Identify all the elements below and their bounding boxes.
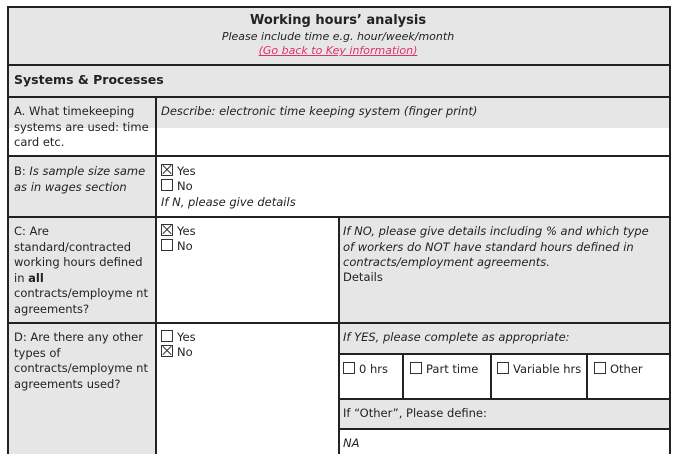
- question-a: A. What timekeeping systems are used: ti…: [14, 104, 149, 149]
- label-column-background: [7, 155, 155, 454]
- c-yes-option[interactable]: Yes: [161, 224, 196, 240]
- back-to-key-information-link[interactable]: (Go back to Key information): [258, 44, 418, 57]
- c-no-checkbox[interactable]: [161, 239, 173, 251]
- section-title: Systems & Processes: [14, 72, 164, 87]
- c-details-label: Details: [343, 270, 383, 284]
- d-no-option[interactable]: No: [161, 345, 193, 361]
- c-instruction-background: [338, 216, 669, 322]
- b-note: If N, please give details: [161, 195, 296, 209]
- d-yes-option[interactable]: Yes: [161, 330, 196, 346]
- c-no-option[interactable]: No: [161, 239, 193, 255]
- d-yes-checkbox[interactable]: [161, 330, 173, 342]
- d-other-label-background: [338, 398, 669, 428]
- d-no-checkbox[interactable]: [161, 345, 173, 357]
- d-instruction-background: [338, 322, 669, 353]
- c-instruction: If NO, please give details including % a…: [343, 224, 649, 269]
- other-checkbox[interactable]: [594, 362, 606, 374]
- page-subtitle: Please include time e.g. hour/week/month: [221, 30, 455, 43]
- b-no-checkbox[interactable]: [161, 179, 173, 191]
- option-part-time[interactable]: Part time: [410, 362, 488, 378]
- answer-a[interactable]: Describe: electronic time keeping system…: [161, 104, 478, 118]
- header-background: [7, 6, 669, 128]
- 0-hrs-checkbox[interactable]: [343, 362, 355, 374]
- part-time-checkbox[interactable]: [410, 362, 422, 374]
- b-yes-option[interactable]: Yes: [161, 164, 196, 180]
- page-title: Working hours’ analysis: [249, 13, 427, 28]
- option-0-hrs[interactable]: 0 hrs: [343, 362, 401, 378]
- option-other[interactable]: Other: [594, 362, 666, 378]
- b-yes-checkbox[interactable]: [161, 164, 173, 176]
- d-other-label: If “Other”, Please define:: [343, 406, 487, 420]
- c-yes-checkbox[interactable]: [161, 224, 173, 236]
- variable-hrs-checkbox[interactable]: [497, 362, 509, 374]
- d-other-value[interactable]: NA: [343, 436, 360, 450]
- d-instruction: If YES, please complete as appropriate:: [343, 330, 570, 344]
- b-no-option[interactable]: No: [161, 179, 193, 195]
- question-d: D: Are there any other types of contract…: [14, 330, 148, 391]
- option-variable-hrs[interactable]: Variable hrs: [497, 362, 583, 378]
- question-b: B: Is sample size same as in wages secti…: [14, 164, 146, 194]
- question-c: C: Are standard/contracted working hours…: [14, 224, 148, 316]
